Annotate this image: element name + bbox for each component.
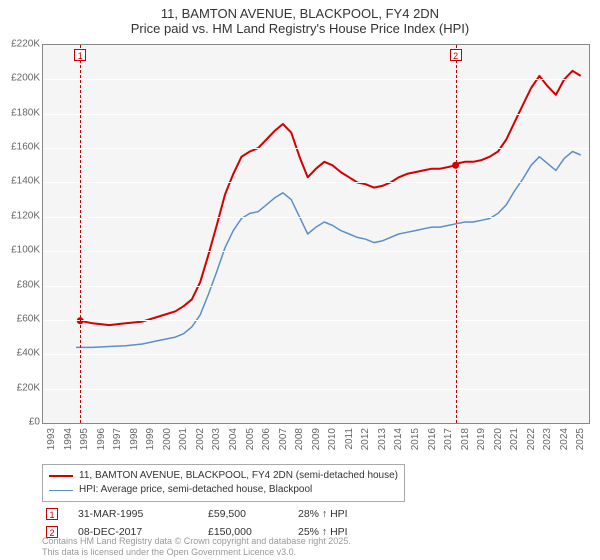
gridline [43, 148, 589, 149]
x-axis-label: 2020 [493, 428, 504, 458]
y-axis-label: £80K [2, 279, 40, 290]
x-axis-label: 1997 [112, 428, 123, 458]
price-chart: 11, BAMTON AVENUE, BLACKPOOL, FY4 2DN Pr… [0, 0, 600, 560]
x-axis-label: 2010 [327, 428, 338, 458]
x-axis-label: 2014 [393, 428, 404, 458]
sale-row: 1 31-MAR-1995 £59,500 28% ↑ HPI [42, 508, 590, 520]
chart-title: 11, BAMTON AVENUE, BLACKPOOL, FY4 2DN Pr… [0, 0, 600, 36]
y-axis-label: £100K [2, 245, 40, 256]
y-axis-label: £120K [2, 210, 40, 221]
x-axis-label: 2000 [162, 428, 173, 458]
gridline [43, 320, 589, 321]
gridline [43, 114, 589, 115]
gridline [43, 79, 589, 80]
legend-and-sales: 11, BAMTON AVENUE, BLACKPOOL, FY4 2DN (s… [42, 464, 590, 538]
y-axis-label: £220K [2, 39, 40, 50]
x-axis-label: 1999 [145, 428, 156, 458]
x-axis-label: 2011 [344, 428, 355, 458]
x-axis-label: 2016 [427, 428, 438, 458]
legend-swatch [49, 475, 73, 477]
x-axis-label: 2006 [261, 428, 272, 458]
gridline [43, 389, 589, 390]
sale-date: 31-MAR-1995 [78, 508, 188, 520]
x-axis-label: 2025 [575, 428, 586, 458]
marker-vline [456, 45, 457, 423]
legend-swatch [49, 490, 73, 491]
marker-box: 2 [450, 49, 462, 61]
x-axis-label: 1993 [46, 428, 57, 458]
y-axis-label: £60K [2, 313, 40, 324]
marker-vline [80, 45, 81, 423]
x-axis-label: 1998 [129, 428, 140, 458]
legend-box: 11, BAMTON AVENUE, BLACKPOOL, FY4 2DN (s… [42, 464, 405, 502]
x-axis-label: 2003 [211, 428, 222, 458]
footer-line-2: This data is licensed under the Open Gov… [42, 547, 351, 558]
x-axis-label: 2024 [559, 428, 570, 458]
x-axis-label: 2022 [526, 428, 537, 458]
x-axis-label: 1994 [63, 428, 74, 458]
x-axis-label: 2002 [195, 428, 206, 458]
sale-price: £59,500 [208, 508, 278, 520]
plot-area: 12 [42, 44, 590, 424]
x-axis-label: 2019 [476, 428, 487, 458]
sales-rows: 131-MAR-1995£59,50028% ↑ HPI208-DEC-2017… [42, 508, 590, 538]
legend-row: HPI: Average price, semi-detached house,… [49, 483, 398, 497]
x-axis-label: 2005 [245, 428, 256, 458]
x-axis-label: 2013 [377, 428, 388, 458]
x-axis-label: 2001 [178, 428, 189, 458]
marker-box: 1 [74, 49, 86, 61]
x-axis-label: 2009 [311, 428, 322, 458]
gridline [43, 286, 589, 287]
x-axis-label: 1996 [96, 428, 107, 458]
legend-label: HPI: Average price, semi-detached house,… [79, 483, 312, 497]
footer: Contains HM Land Registry data © Crown c… [42, 536, 351, 558]
x-axis-label: 2017 [443, 428, 454, 458]
sale-pct: 28% ↑ HPI [298, 508, 378, 520]
gridline [43, 354, 589, 355]
y-axis-label: £40K [2, 348, 40, 359]
y-axis-label: £20K [2, 382, 40, 393]
x-axis-label: 1995 [79, 428, 90, 458]
x-axis-label: 2004 [228, 428, 239, 458]
y-axis-label: £140K [2, 176, 40, 187]
title-line-2: Price paid vs. HM Land Registry's House … [0, 21, 600, 36]
legend-label: 11, BAMTON AVENUE, BLACKPOOL, FY4 2DN (s… [79, 469, 398, 483]
gridline [43, 251, 589, 252]
x-axis-label: 2007 [278, 428, 289, 458]
chart-svg [43, 45, 589, 423]
title-line-1: 11, BAMTON AVENUE, BLACKPOOL, FY4 2DN [0, 6, 600, 21]
legend-row: 11, BAMTON AVENUE, BLACKPOOL, FY4 2DN (s… [49, 469, 398, 483]
gridline [43, 182, 589, 183]
x-axis-label: 2015 [410, 428, 421, 458]
series-line [80, 71, 581, 325]
y-axis-label: £180K [2, 107, 40, 118]
y-axis-label: £200K [2, 73, 40, 84]
x-axis-label: 2021 [509, 428, 520, 458]
footer-line-1: Contains HM Land Registry data © Crown c… [42, 536, 351, 547]
x-axis-label: 2023 [542, 428, 553, 458]
x-axis-label: 2018 [460, 428, 471, 458]
sale-marker: 1 [46, 508, 58, 520]
x-axis-label: 2012 [360, 428, 371, 458]
x-axis-label: 2008 [294, 428, 305, 458]
gridline [43, 217, 589, 218]
y-axis-label: £0 [2, 417, 40, 428]
y-axis-label: £160K [2, 142, 40, 153]
